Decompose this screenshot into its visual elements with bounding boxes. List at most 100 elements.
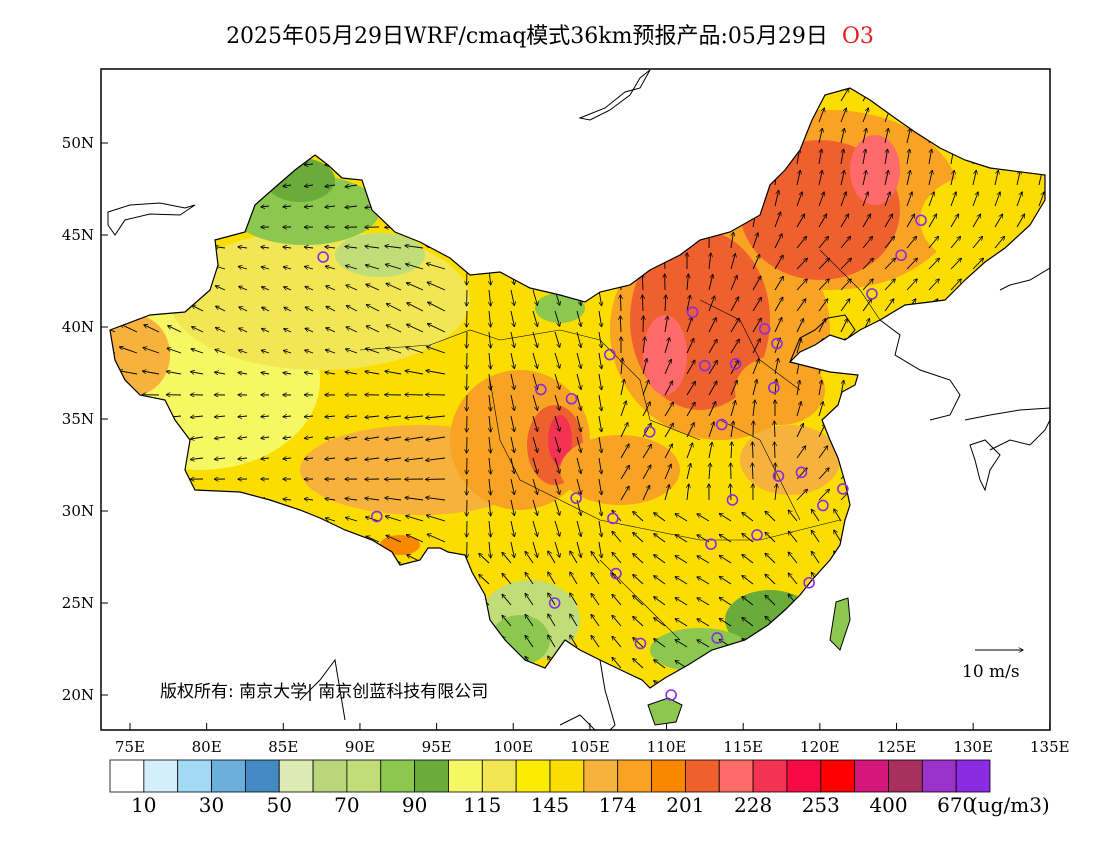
wind-vector-arrow <box>884 258 895 270</box>
wind-vector-arrow <box>167 371 182 375</box>
wind-vector-arrow <box>796 279 807 291</box>
wind-vector-arrow <box>834 530 842 543</box>
wind-vector-arrow <box>818 468 829 480</box>
wind-vector-arrow <box>818 236 829 249</box>
wind-vector-arrow <box>664 402 673 417</box>
wind-vector-arrow <box>612 594 622 606</box>
wind-vector-arrow <box>238 247 248 248</box>
wind-vector-arrow <box>261 416 270 417</box>
wind-vector-arrow <box>906 279 917 291</box>
wind-vector-arrow <box>325 185 336 187</box>
wind-vector-arrow <box>532 415 538 431</box>
wind-vector-arrow <box>752 463 753 480</box>
wind-vector-arrow <box>642 485 650 501</box>
wind-vector-arrow <box>972 214 981 228</box>
wind-vector-arrow <box>576 478 581 495</box>
wind-vector-arrow <box>752 255 760 270</box>
wind-vector-arrow <box>405 246 424 249</box>
lon-tick-label: 95E <box>422 738 452 756</box>
wind-vector-arrow <box>620 316 621 333</box>
wind-vector-arrow <box>708 402 716 417</box>
wind-vector-arrow <box>426 497 446 501</box>
wind-vector-arrow <box>489 415 491 432</box>
wind-vector-arrow <box>598 331 602 348</box>
lon-tick-label: 135E <box>1030 738 1070 756</box>
wind-vector-arrow <box>261 267 270 269</box>
wind-vector-arrow <box>261 247 270 248</box>
wind-vector-arrow <box>365 371 380 375</box>
wind-vector-arrow <box>633 638 644 648</box>
colorbar-label: 201 <box>666 793 704 817</box>
wind-vector-arrow <box>345 458 358 460</box>
wind-vector-arrow <box>862 299 872 312</box>
wind-vector-arrow <box>510 499 514 516</box>
colorbar-swatch <box>820 759 856 793</box>
wind-vector-arrow <box>906 192 912 207</box>
wind-vector-arrow <box>719 618 732 627</box>
wind-vector-arrow <box>598 310 602 327</box>
wind-vector-arrow <box>283 247 292 248</box>
wind-vector-arrow <box>1016 170 1020 186</box>
wind-vector-arrow <box>239 307 248 312</box>
wind-vector-arrow <box>730 380 737 396</box>
wind-vector-arrow <box>796 192 802 207</box>
wind-vector-arrow <box>365 246 380 248</box>
wind-vector-arrow <box>774 442 775 459</box>
wind-vector-arrow <box>774 421 775 438</box>
wind-vector-arrow <box>664 464 671 480</box>
lon-tick-label: 80E <box>192 738 222 756</box>
wind-vector-arrow <box>346 327 358 333</box>
wind-vector-arrow <box>862 108 868 123</box>
monitoring-site-marker <box>643 426 656 438</box>
wind-vector-arrow <box>510 436 514 453</box>
monitoring-site-marker <box>751 529 763 541</box>
lon-tick-label: 105E <box>570 738 610 756</box>
wind-vector-arrow <box>365 265 380 270</box>
wind-vector-arrow <box>906 128 910 144</box>
wind-vector-arrow <box>532 520 538 536</box>
wind-vector-arrow <box>686 339 694 354</box>
wind-vector-arrow <box>765 595 776 606</box>
wind-vector-arrow <box>427 347 446 354</box>
wind-vector-arrow <box>818 299 828 312</box>
wind-vector-arrow <box>525 614 534 627</box>
wind-vector-arrow <box>972 258 983 270</box>
wind-vector-arrow <box>366 305 380 312</box>
monitoring-site-marker <box>705 538 717 550</box>
wind-vector-arrow <box>598 352 602 369</box>
wind-vector-arrow <box>385 458 402 460</box>
colorbar-swatch <box>515 759 551 793</box>
wind-vector-arrow <box>796 258 807 270</box>
wind-vector-arrow <box>305 350 314 353</box>
wind-vector-arrow <box>405 498 424 501</box>
wind-vector-arrow <box>612 636 622 648</box>
wind-vector-arrow <box>385 371 402 375</box>
wind-vector-arrow <box>664 423 673 438</box>
wind-vector-arrow <box>365 458 380 460</box>
wind-vector-arrow <box>532 436 538 452</box>
wind-vector-arrow <box>928 170 932 186</box>
colorbar-label: 70 <box>334 793 359 817</box>
wind-vector-arrow <box>796 446 806 459</box>
wind-vector-arrow <box>576 457 581 474</box>
wind-vector-arrow <box>633 596 644 606</box>
wind-vector-arrow <box>305 267 314 270</box>
wind-vector-arrow <box>191 349 204 354</box>
colorbar-swatch <box>312 759 348 793</box>
wind-vector-arrow <box>554 415 560 431</box>
copyright-text: 版权所有: 南京大学| 南京创蓝科技有限公司 <box>160 682 488 702</box>
wind-vector-arrow <box>796 339 801 354</box>
wind-vector-arrow <box>730 484 731 501</box>
wind-vector-arrow <box>366 348 380 354</box>
wind-vector-arrow <box>283 206 292 207</box>
colorbar-label: 228 <box>734 793 772 817</box>
wind-vector-arrow <box>620 465 629 480</box>
wind-vector-arrow <box>774 276 783 291</box>
wind-vector-arrow <box>884 299 894 312</box>
wind-vector-arrow <box>262 287 270 291</box>
wind-vector-arrow <box>620 444 629 459</box>
wind-vector-arrow <box>675 640 688 648</box>
wind-vector-arrow <box>884 128 888 144</box>
wind-vector-arrow <box>576 541 581 558</box>
wind-vector-arrow <box>576 310 581 327</box>
